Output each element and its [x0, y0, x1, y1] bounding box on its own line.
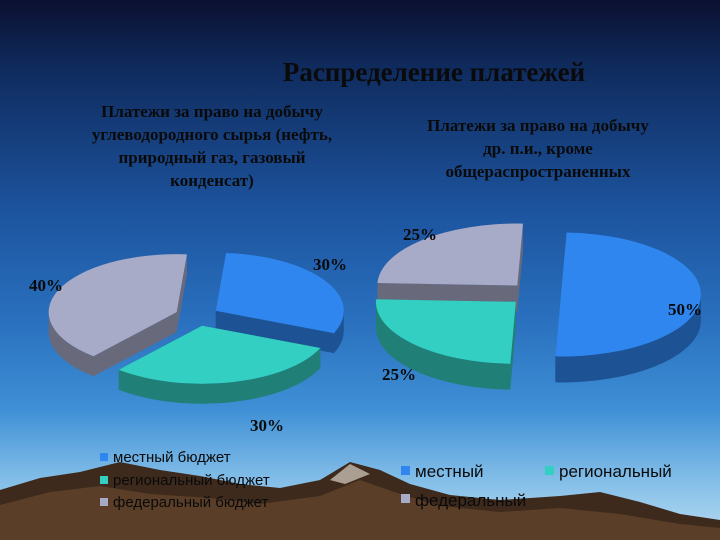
legend-item: региональный бюджет — [100, 472, 270, 489]
legend-item: федеральный — [401, 491, 526, 510]
legend-swatch-regional — [545, 466, 554, 475]
pie-slice-federal — [48, 254, 187, 377]
legend-swatch-federal — [401, 494, 410, 503]
legend-swatch-federal — [100, 498, 108, 506]
pie-slice-side — [333, 310, 344, 354]
legend-label: региональный бюджет — [113, 472, 270, 489]
legend-item: региональный — [545, 462, 672, 481]
chart1-title-line: конденсат) — [170, 171, 254, 190]
data-label-federal: 40% — [29, 276, 63, 295]
pie-chart-hydrocarbon — [48, 252, 344, 404]
pie-slice-side — [375, 301, 511, 390]
legend-item: местный — [401, 462, 484, 481]
legend-label: местный бюджет — [113, 449, 231, 466]
chart1-title-line: природный газ, газовый — [118, 148, 305, 167]
pie-slice-regional — [375, 299, 516, 390]
legend-label: федеральный бюджет — [113, 494, 268, 511]
legend-swatch-local — [401, 466, 410, 475]
legend-item: местный бюджет — [100, 449, 231, 466]
slide-title: Распределение платежей — [283, 57, 585, 87]
legend-swatch-regional — [100, 476, 108, 484]
pie-slice-cut-face — [517, 223, 523, 312]
legend-label: местный — [415, 462, 484, 481]
pie-slice-top — [377, 223, 523, 286]
pie-slice-side — [118, 347, 321, 404]
chart2-title-line: Платежи за право на добычу — [427, 116, 649, 135]
legend-label: федеральный — [415, 491, 526, 510]
chart2-title-line: др. п.и., кроме — [483, 139, 593, 158]
legend-chart1: местный бюджет региональный бюджет федер… — [100, 449, 270, 511]
data-label-local: 50% — [668, 300, 702, 319]
chart2-title-line: общераспространенных — [446, 162, 631, 181]
pie-slice-top — [215, 252, 344, 334]
pie-slice-side — [555, 294, 701, 383]
data-label-local: 30% — [313, 255, 347, 274]
pie-slice-regional — [118, 325, 321, 404]
pie-slice-local — [555, 232, 701, 383]
chart1-title-line: углеводородного сырья (нефть, — [92, 125, 332, 144]
chart1-title-line: Платежи за право на добычу — [101, 102, 323, 121]
pie-slice-top — [118, 325, 321, 384]
legend-item: федеральный бюджет — [100, 494, 268, 511]
pie-slice-cut-face — [93, 312, 177, 377]
legend-label: региональный — [559, 462, 672, 481]
chart2-title: Платежи за право на добычу др. п.и., кро… — [427, 116, 649, 181]
chart1-title: Платежи за право на добычу углеводородно… — [92, 102, 332, 190]
mountains-decoration — [0, 462, 720, 540]
pie-slice-cut-face — [176, 254, 187, 333]
data-label-regional: 25% — [382, 365, 416, 384]
pie-slice-local — [215, 252, 344, 354]
data-label-federal: 25% — [403, 225, 437, 244]
pie-slice-federal — [377, 223, 523, 312]
pie-slice-side — [48, 312, 94, 377]
legend-swatch-local — [100, 453, 108, 461]
pie-slice-cut-face — [215, 310, 334, 354]
pie-chart-other-minerals — [375, 223, 701, 390]
pie-slice-top — [48, 254, 187, 357]
data-label-regional: 30% — [250, 416, 284, 435]
pie-slice-top — [375, 299, 516, 364]
legend-chart2: местный региональный федеральный — [401, 462, 672, 510]
pie-slice-top — [555, 232, 701, 357]
